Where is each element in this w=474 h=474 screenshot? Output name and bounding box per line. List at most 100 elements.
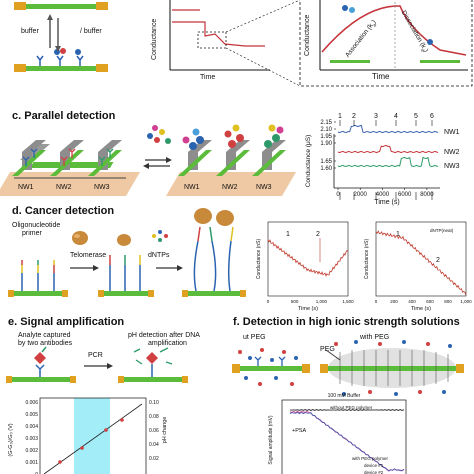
plot-frame	[281, 399, 407, 474]
y-tick-label: 1.95	[320, 134, 332, 140]
marker-2-label: 2	[316, 231, 320, 238]
nw-label-1: NW1	[18, 184, 34, 191]
data-point	[58, 460, 62, 464]
plot-frame	[375, 221, 467, 297]
legend-device-2: device #2	[364, 470, 384, 474]
with-peg-label: with PEG	[360, 334, 390, 341]
y-axis-label: (G-G₀)/G₀ (V)	[8, 423, 14, 456]
primer-label-line1: Oligonucleotide	[12, 222, 61, 229]
event-marker-label: 6	[430, 113, 434, 120]
x-tick-label: 800	[444, 299, 452, 304]
x-tick-label: 0	[267, 299, 270, 304]
x-axis-label: Time (s)	[411, 306, 431, 312]
panel-e-title: e. Signal amplification	[8, 316, 125, 328]
y-tick-label: 1.65	[320, 159, 332, 165]
ph-label-line2: amplification	[148, 340, 187, 347]
signal-trace	[267, 239, 349, 277]
y-tick-right-label: 0.02	[149, 456, 159, 462]
nw-label-2: NW2	[56, 184, 72, 191]
event-marker-label: 4	[394, 113, 398, 120]
pcr-label: PCR	[88, 352, 103, 359]
y-tick-label: 0.004	[25, 424, 38, 430]
y-tick-label: 0.001	[25, 460, 38, 466]
nw-label-right-1: NW1	[184, 184, 200, 191]
nw-label-right-2: NW2	[222, 184, 238, 191]
primer-label-line2: primer	[22, 230, 42, 237]
panel-d-title: d. Cancer detection	[12, 205, 115, 217]
y-tick-right-label: 0.10	[149, 400, 159, 406]
series-line-nw2	[337, 144, 439, 154]
chart-title: 100 mM Buffer	[328, 393, 361, 399]
x-tick-label: 0	[375, 299, 378, 304]
y-tick-right-label: 0.04	[149, 442, 159, 448]
y-axis-right-label: pH change	[162, 417, 168, 444]
y-tick-label: 1.90	[320, 141, 332, 147]
x-axis-label: Time (s)	[374, 199, 399, 206]
trace-device-1	[289, 410, 405, 472]
x-tick-label: 500	[291, 299, 299, 304]
nw-label-right-3: NW3	[256, 184, 272, 191]
y-tick-label: 0.005	[25, 412, 38, 418]
marker-2-label: 2	[436, 257, 440, 264]
analyte-label-line1: Analyte captured	[18, 332, 71, 339]
x-tick-label: 1,000	[316, 299, 328, 304]
time-axis-label: Time	[200, 74, 216, 81]
x-tick-label: 200	[390, 299, 398, 304]
y-tick-right-label: 0.06	[149, 428, 159, 434]
event-marker-label: 1	[338, 113, 342, 120]
nw-label-3: NW3	[94, 184, 110, 191]
event-marker-label: 2	[352, 113, 356, 120]
psa-label: +PSA	[292, 428, 307, 434]
label-with-peg: with PEG polymer	[352, 456, 389, 461]
x-tick-label: 8000	[420, 192, 434, 198]
without-peg-label: ut PEG	[243, 334, 266, 341]
y-tick-right-label: 0.08	[149, 414, 159, 420]
x-tick-label: 400	[408, 299, 416, 304]
x-tick-label: 0	[336, 192, 340, 198]
label-without-peg: without PEG polymer	[330, 405, 373, 410]
legend-label-nw2: NW2	[444, 149, 460, 156]
legend-label-nw1: NW1	[444, 129, 460, 136]
y-tick-label: 0	[35, 472, 38, 474]
inset-time-label: Time	[372, 72, 390, 81]
plot-frame	[39, 397, 147, 474]
marker-1-label: 1	[396, 231, 400, 238]
dntp-annotation: dNTP(neat)	[430, 228, 454, 233]
trace-device-2	[289, 411, 405, 472]
analyte-label-line2: by two antibodies	[18, 340, 73, 347]
y-tick-label: 0.006	[25, 400, 38, 406]
y-axis-label: Signal amplitude (mV)	[268, 415, 274, 465]
y-tick-label: 1.60	[320, 166, 332, 172]
y-tick-label: 0.003	[25, 436, 38, 442]
buffer-label-right: / buffer	[80, 28, 102, 35]
peg-label: PEG	[320, 346, 335, 353]
series-line-nw3	[337, 156, 439, 168]
data-point	[80, 446, 84, 450]
y-tick-label: 2.15	[320, 120, 332, 126]
panel-c-title: c. Parallel detection	[12, 110, 116, 122]
y-tick-label: 0.002	[25, 448, 38, 454]
x-tick-label: 1,500	[342, 299, 354, 304]
data-point	[104, 428, 108, 432]
dntps-label: dNTPs	[148, 252, 170, 259]
buffer-label-left: buffer	[21, 28, 39, 35]
trace-without-peg	[289, 409, 405, 411]
telomerase-label: Telomerase	[70, 252, 107, 259]
x-tick-label: 6000	[398, 192, 412, 198]
marker-1-label: 1	[286, 231, 290, 238]
x-tick-label: 600	[426, 299, 434, 304]
panel-f-title: f. Detection in high ionic strength solu…	[233, 316, 460, 328]
y-axis-label: Conductance (nS)	[364, 239, 370, 280]
event-marker-label: 3	[374, 113, 378, 120]
